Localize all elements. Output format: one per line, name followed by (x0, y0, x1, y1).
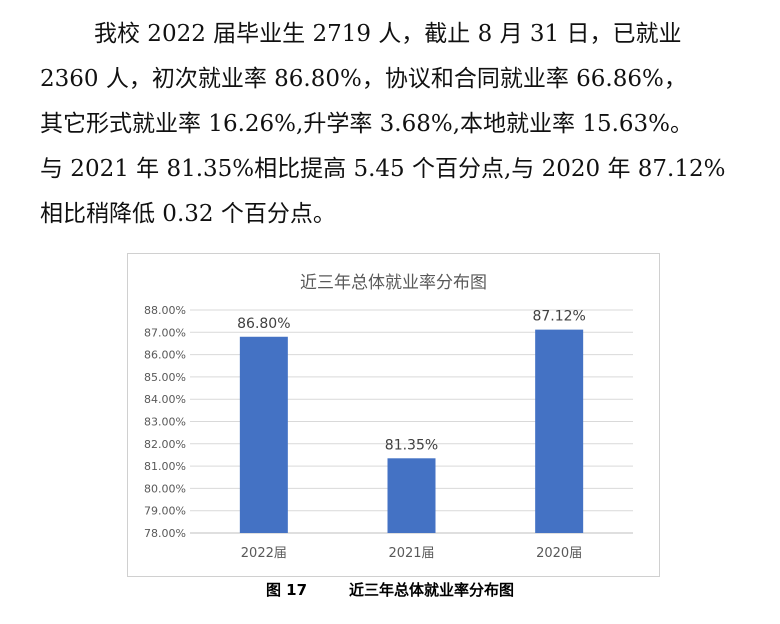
paragraph-line: 其它形式就业率 16.26%,升学率 3.68%,本地就业率 15.63%。 (40, 111, 694, 137)
y-tick-label: 85.00% (144, 371, 186, 384)
bar (239, 336, 288, 533)
y-tick-label: 87.00% (144, 326, 186, 339)
y-tick-label: 80.00% (144, 482, 186, 495)
y-tick-label: 83.00% (144, 416, 186, 429)
body-paragraph: 我校 2022 届毕业生 2719 人，截止 8 月 31 日，已就业 2360… (40, 12, 740, 237)
data-label: 81.35% (385, 437, 438, 453)
bar (535, 329, 584, 533)
chart-container: 近三年总体就业率分布图 78.00% 79.00% 80.00% 81.00% 82.0… (127, 253, 660, 577)
figure-caption-text: 近三年总体就业率分布图 (349, 581, 515, 599)
y-tick-label: 88.00% (144, 304, 186, 317)
y-tick-label: 84.00% (144, 393, 186, 406)
paragraph-line: 与 2021 年 81.35%相比提高 5.45 个百分点,与 2020 年 8… (40, 156, 726, 182)
x-tick-label: 2022届 (241, 546, 287, 561)
y-tick-label: 81.00% (144, 460, 186, 473)
chart-title: 近三年总体就业率分布图 (300, 273, 487, 293)
data-label: 87.12% (532, 309, 585, 325)
x-tick-label: 2021届 (388, 546, 434, 561)
paragraph-line: 相比稍降低 0.32 个百分点。 (40, 201, 336, 227)
paragraph-line: 我校 2022 届毕业生 2719 人，截止 8 月 31 日，已就业 (94, 21, 682, 47)
data-label: 86.80% (237, 316, 290, 332)
figure-number: 图 17 (265, 581, 308, 599)
y-tick-label: 82.00% (144, 438, 186, 451)
figure-caption: 图 17 近三年总体就业率分布图 (0, 579, 780, 600)
bar-chart: 78.00% 79.00% 80.00% 81.00% 82.00% 83.00% 84.0… (144, 304, 633, 561)
y-tick-label: 86.00% (144, 349, 186, 362)
y-tick-label: 79.00% (144, 505, 186, 518)
paragraph-line: 2360 人，初次就业率 86.80%，协议和合同就业率 66.86%， (40, 66, 687, 92)
bar (387, 458, 436, 533)
y-tick-label: 78.00% (144, 527, 186, 540)
x-tick-label: 2020届 (536, 546, 582, 561)
